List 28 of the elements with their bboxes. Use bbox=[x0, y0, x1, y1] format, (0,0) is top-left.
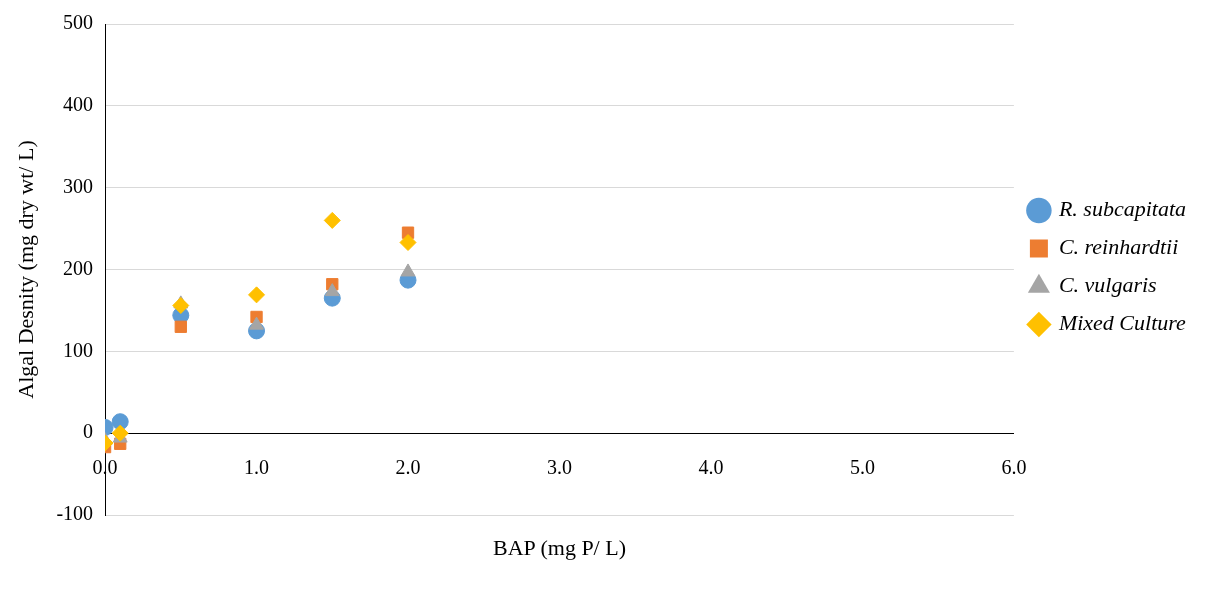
point bbox=[324, 283, 340, 297]
x-tick-label: 5.0 bbox=[849, 456, 875, 479]
y-tick-label: 400 bbox=[63, 93, 94, 116]
point bbox=[248, 286, 266, 304]
y-tick-label: 300 bbox=[63, 174, 94, 197]
point bbox=[323, 211, 341, 229]
point bbox=[400, 263, 416, 277]
point bbox=[174, 320, 187, 333]
y-tick-label: 200 bbox=[63, 256, 94, 279]
y-tick-label: -100 bbox=[56, 502, 94, 525]
legend-label: R. subcapitata bbox=[1057, 196, 1187, 222]
point bbox=[111, 424, 129, 442]
x-tick-label: 2.0 bbox=[395, 456, 421, 479]
x-axis-title: BAP (mg P/ L) bbox=[492, 534, 626, 560]
y-tick-label: 500 bbox=[63, 11, 94, 34]
legend-label: C. vulgaris bbox=[1058, 272, 1157, 298]
point bbox=[249, 316, 264, 330]
y-axis-title: Algal Desnity (mg dry wt/ L) bbox=[12, 140, 38, 399]
x-tick-label: 4.0 bbox=[698, 456, 724, 479]
y-tick-label: 100 bbox=[63, 338, 94, 361]
legend-label: C. reinhardtii bbox=[1058, 234, 1179, 260]
x-tick-label: 6.0 bbox=[1001, 456, 1027, 479]
x-tick-label: 3.0 bbox=[546, 456, 572, 479]
y-tick-label: 0 bbox=[83, 420, 94, 443]
x-tick-label: 1.0 bbox=[244, 456, 270, 479]
point bbox=[172, 297, 190, 315]
point bbox=[399, 234, 417, 251]
legend-label: Mixed Culture bbox=[1057, 310, 1187, 336]
